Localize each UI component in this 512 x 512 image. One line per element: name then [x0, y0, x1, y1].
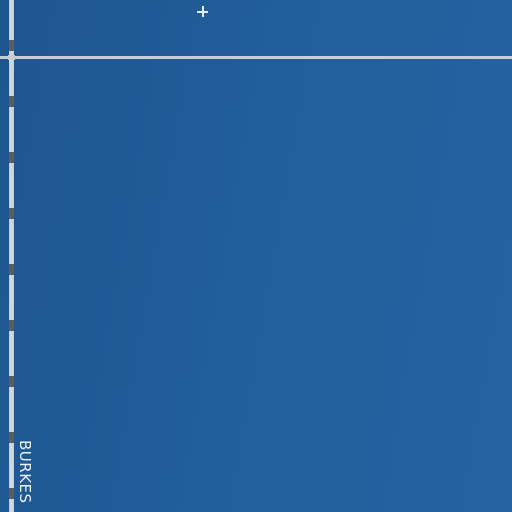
road-intersection — [8, 55, 15, 60]
crosshair-icon[interactable] — [196, 5, 209, 18]
street-label: BURKES — [16, 440, 34, 504]
road-vertical-dashes — [10, 0, 13, 512]
road-horizontal — [0, 56, 512, 59]
